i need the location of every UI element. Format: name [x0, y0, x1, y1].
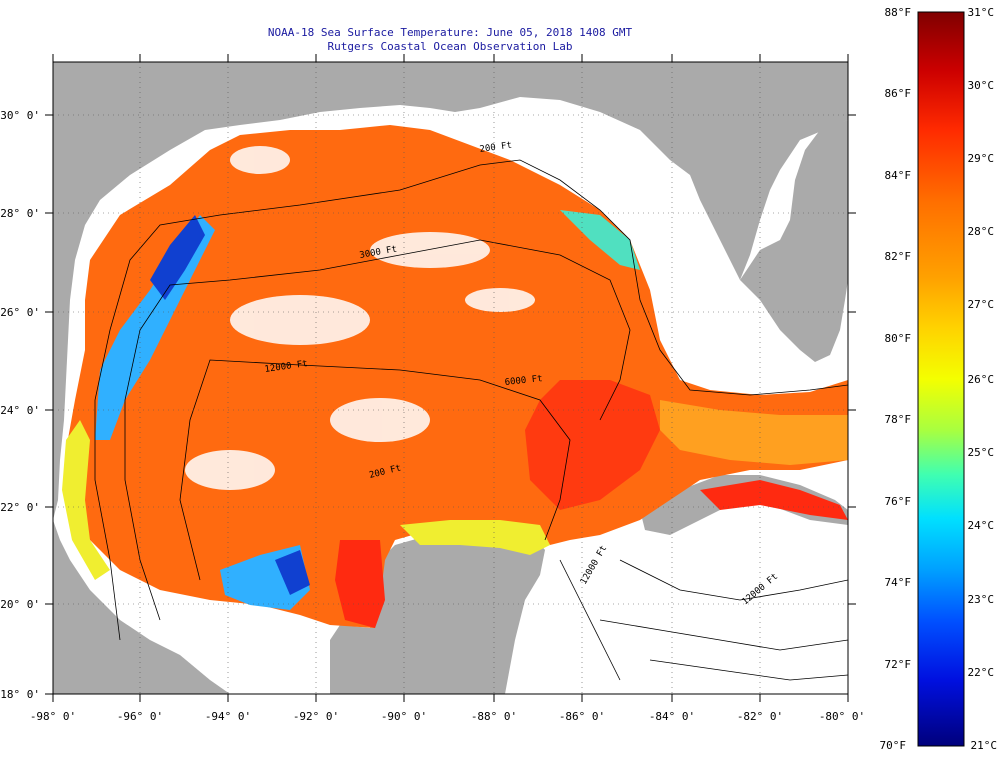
y-tick-label: 30° 0' [0, 109, 40, 122]
land-north-america [53, 62, 848, 520]
frame-ticks [45, 54, 856, 702]
x-tick-label: -96° 0' [117, 710, 163, 723]
f-label: 76°F [885, 495, 912, 508]
map-area [53, 62, 848, 694]
colorbar-celsius-labels: 31°C 30°C 29°C 28°C 27°C 26°C 25°C 24°C … [968, 6, 998, 752]
x-tick-label: -88° 0' [471, 710, 517, 723]
f-label: 74°F [885, 576, 912, 589]
f-label: 80°F [885, 332, 912, 345]
x-tick-label: -84° 0' [649, 710, 695, 723]
f-label: 88°F [885, 6, 912, 19]
c-label: 23°C [968, 593, 995, 606]
sst-main-warm [66, 125, 848, 628]
map-title: NOAA-18 Sea Surface Temperature: June 05… [200, 26, 700, 54]
map-frame [52, 61, 849, 695]
x-tick-label: -90° 0' [381, 710, 427, 723]
title-line-2: Rutgers Coastal Ocean Observation Lab [327, 40, 573, 53]
contour-label-1: 200 Ft [479, 141, 513, 155]
x-tick-label: -80° 0' [819, 710, 865, 723]
c-label: 28°C [968, 225, 995, 238]
y-tick-label: 24° 0' [0, 404, 40, 417]
f-label: 82°F [885, 250, 912, 263]
land-mexico-east [53, 520, 230, 694]
y-tick-label: 22° 0' [0, 501, 40, 514]
f-label: 78°F [885, 413, 912, 426]
y-tick-label: 20° 0' [0, 598, 40, 611]
c-label: 29°C [968, 152, 995, 165]
y-axis-labels: 30° 0' 28° 0' 26° 0' 24° 0' 22° 0' 20° 0… [0, 109, 40, 701]
title-line-1: NOAA-18 Sea Surface Temperature: June 05… [267, 26, 633, 39]
f-label: 72°F [885, 658, 912, 671]
colorbar-fahrenheit-labels: 88°F 86°F 84°F 82°F 80°F 78°F 76°F 74°F … [880, 6, 912, 752]
sst-cool-texas [95, 215, 215, 440]
f-label: 86°F [885, 87, 912, 100]
c-label: 30°C [968, 79, 995, 92]
colorbar: 88°F 86°F 84°F 82°F 80°F 78°F 76°F 74°F … [880, 6, 998, 752]
graticule [53, 62, 848, 694]
y-tick-label: 26° 0' [0, 306, 40, 319]
sst-field [62, 125, 848, 640]
sst-loop-current-hot [525, 380, 660, 510]
sst-florida-strait [660, 400, 848, 465]
sst-yellow-yucatan [400, 520, 550, 555]
bathymetry-contours [94, 159, 848, 681]
c-label: 27°C [968, 298, 995, 311]
f-label: 70°F [880, 739, 907, 752]
c-label: 31°C [968, 6, 995, 19]
sst-cuba-hot [700, 480, 848, 520]
x-tick-label: -92° 0' [293, 710, 339, 723]
y-tick-label: 18° 0' [0, 688, 40, 701]
f-label: 84°F [885, 169, 912, 182]
x-tick-label: -94° 0' [205, 710, 251, 723]
x-tick-label: -82° 0' [737, 710, 783, 723]
sst-yellow-coastal [62, 420, 110, 580]
x-tick-label: -86° 0' [559, 710, 605, 723]
sst-campeche-hot [335, 540, 385, 628]
colorbar-strip [917, 11, 965, 747]
contour-label-4: 6000 Ft [504, 374, 543, 388]
c-label: 25°C [968, 446, 995, 459]
cloud-patches [185, 146, 830, 640]
sst-cold-texas [150, 215, 205, 300]
sst-cold-campeche [275, 550, 310, 595]
sst-cool-northeast [560, 210, 640, 270]
c-label: 22°C [968, 666, 995, 679]
c-label: 26°C [968, 373, 995, 386]
y-tick-label: 28° 0' [0, 207, 40, 220]
c-label: 24°C [968, 519, 995, 532]
c-label: 21°C [971, 739, 998, 752]
x-tick-label: -98° 0' [30, 710, 76, 723]
land-florida [740, 120, 848, 362]
x-axis-labels: -98° 0' -96° 0' -94° 0' -92° 0' -90° 0' … [30, 710, 865, 723]
